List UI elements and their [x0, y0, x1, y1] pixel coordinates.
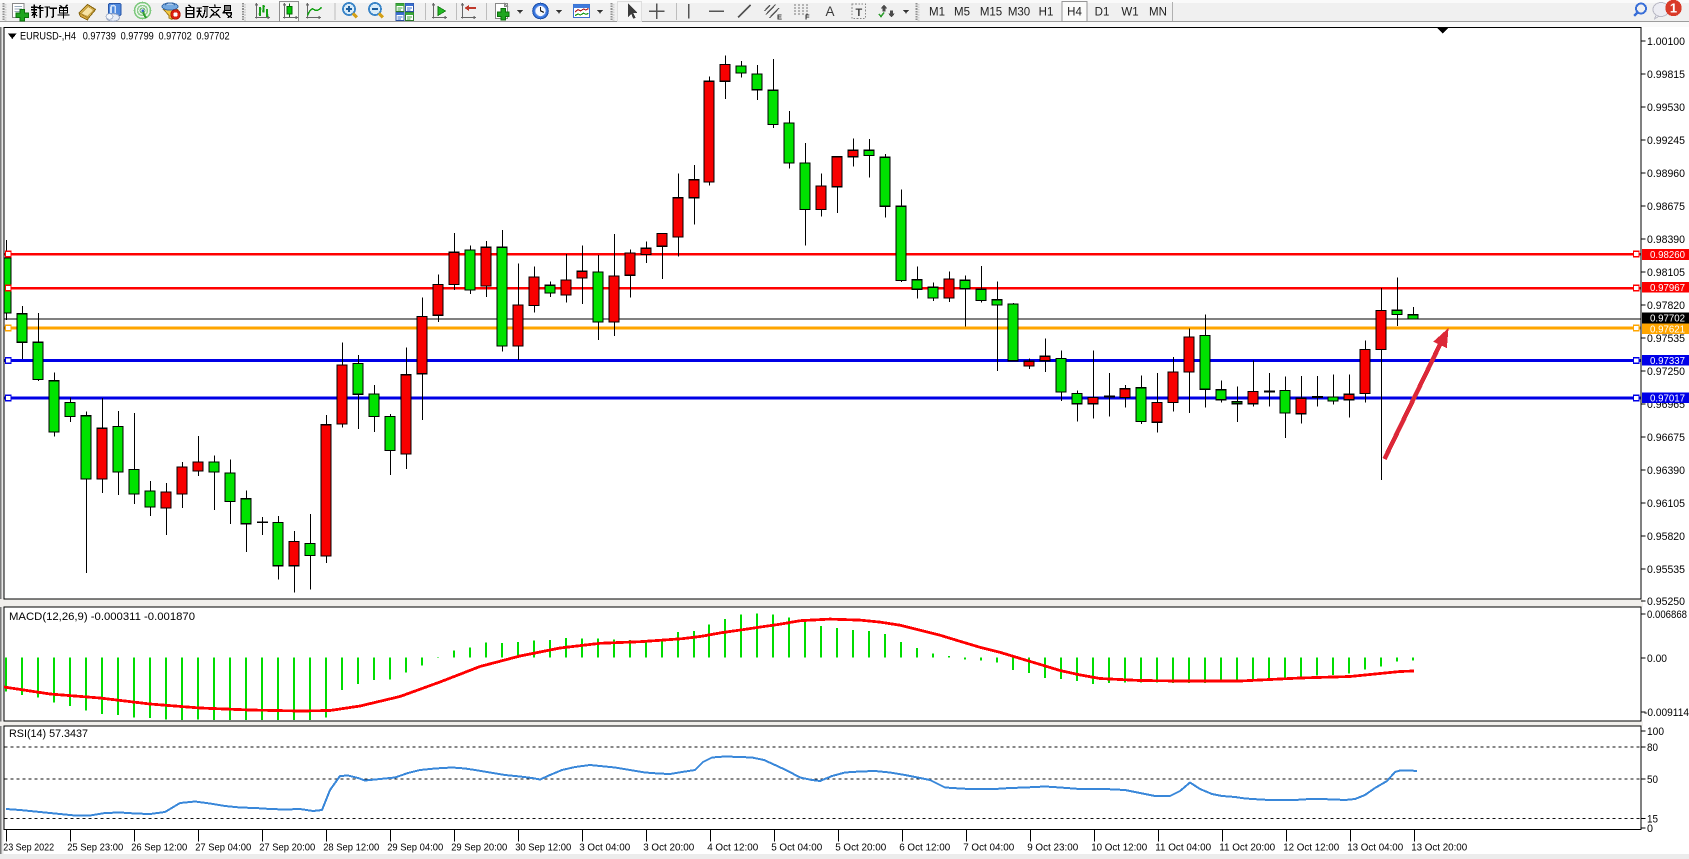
svg-text:M5: M5: [954, 7, 970, 19]
svg-text:MACD(12,26,9) -0.000311 -0.001: MACD(12,26,9) -0.000311 -0.001870: [9, 611, 195, 623]
svg-text:1: 1: [1670, 1, 1677, 16]
svg-text:0.97702: 0.97702: [1650, 313, 1685, 325]
svg-text:0.97337: 0.97337: [1650, 355, 1685, 367]
svg-text:T: T: [856, 7, 863, 19]
svg-text:11 Oct 04:00: 11 Oct 04:00: [1155, 842, 1211, 854]
svg-text:0.99530: 0.99530: [1647, 102, 1685, 114]
svg-text:5 Oct 20:00: 5 Oct 20:00: [835, 842, 886, 854]
svg-text:7 Oct 04:00: 7 Oct 04:00: [963, 842, 1014, 854]
svg-text:27 Sep 04:00: 27 Sep 04:00: [195, 842, 251, 854]
svg-text:4 Oct 12:00: 4 Oct 12:00: [707, 842, 758, 854]
svg-text:6 Oct 12:00: 6 Oct 12:00: [899, 842, 950, 854]
svg-text:25 Sep 23:00: 25 Sep 23:00: [67, 842, 123, 854]
svg-text:100: 100: [1647, 726, 1664, 738]
svg-text:26 Sep 12:00: 26 Sep 12:00: [131, 842, 187, 854]
svg-text:0.96675: 0.96675: [1647, 432, 1685, 444]
svg-text:50: 50: [1647, 774, 1658, 786]
svg-text:RSI(14) 57.3437: RSI(14) 57.3437: [9, 728, 88, 740]
svg-text:29 Sep 20:00: 29 Sep 20:00: [451, 842, 507, 854]
svg-text:3 Oct 20:00: 3 Oct 20:00: [643, 842, 694, 854]
svg-text:1.00100: 1.00100: [1647, 36, 1685, 48]
svg-text:H1: H1: [1039, 7, 1054, 19]
svg-text:F: F: [805, 13, 810, 22]
svg-text:M1: M1: [929, 7, 945, 19]
svg-text:0.95820: 0.95820: [1647, 531, 1685, 543]
svg-text:0.95250: 0.95250: [1647, 596, 1685, 608]
svg-text:80: 80: [1647, 742, 1658, 754]
svg-text:H4: H4: [1067, 7, 1082, 19]
svg-text:EURUSD-,H4: EURUSD-,H4: [20, 31, 76, 43]
svg-text:5 Oct 04:00: 5 Oct 04:00: [771, 842, 822, 854]
svg-text:-0.009114: -0.009114: [1644, 707, 1689, 719]
svg-text:D1: D1: [1095, 7, 1110, 19]
svg-text:W1: W1: [1121, 7, 1138, 19]
svg-text:0.97967: 0.97967: [1650, 282, 1685, 294]
svg-text:0.96105: 0.96105: [1647, 498, 1685, 510]
svg-text:0.98260: 0.98260: [1650, 249, 1685, 261]
svg-text:0.97799: 0.97799: [121, 31, 154, 43]
svg-text:0.97535: 0.97535: [1647, 333, 1685, 345]
svg-text:28 Sep 12:00: 28 Sep 12:00: [323, 842, 379, 854]
svg-text:0.006868: 0.006868: [1647, 609, 1687, 621]
svg-text:M15: M15: [980, 7, 1002, 19]
svg-text:30 Sep 12:00: 30 Sep 12:00: [515, 842, 571, 854]
svg-text:0.95535: 0.95535: [1647, 564, 1685, 576]
svg-text:11 Oct 20:00: 11 Oct 20:00: [1219, 842, 1275, 854]
svg-text:3 Oct 04:00: 3 Oct 04:00: [579, 842, 630, 854]
svg-text:9 Oct 23:00: 9 Oct 23:00: [1027, 842, 1078, 854]
svg-text:0.98675: 0.98675: [1647, 201, 1685, 213]
svg-text:0.98390: 0.98390: [1647, 234, 1685, 246]
svg-text:0.98105: 0.98105: [1647, 267, 1685, 279]
svg-text:E: E: [777, 13, 782, 22]
svg-text:0.99245: 0.99245: [1647, 135, 1685, 147]
svg-text:MN: MN: [1149, 7, 1167, 19]
svg-text:0.97017: 0.97017: [1650, 392, 1685, 404]
svg-text:0: 0: [1647, 823, 1653, 835]
svg-text:0.00: 0.00: [1647, 653, 1667, 665]
svg-text:0.96390: 0.96390: [1647, 465, 1685, 477]
svg-text:13 Oct 20:00: 13 Oct 20:00: [1411, 842, 1467, 854]
svg-text:0.97702: 0.97702: [196, 31, 229, 43]
svg-text:A: A: [826, 4, 835, 19]
svg-text:13 Oct 04:00: 13 Oct 04:00: [1347, 842, 1403, 854]
svg-text:0.98960: 0.98960: [1647, 168, 1685, 180]
svg-text:M30: M30: [1008, 7, 1030, 19]
svg-text:29 Sep 04:00: 29 Sep 04:00: [387, 842, 443, 854]
svg-text:23 Sep 2022: 23 Sep 2022: [3, 842, 54, 854]
svg-text:0.99815: 0.99815: [1647, 69, 1685, 81]
svg-text:0.97820: 0.97820: [1647, 300, 1685, 312]
svg-text:12 Oct 12:00: 12 Oct 12:00: [1283, 842, 1339, 854]
svg-text:15: 15: [1647, 813, 1658, 825]
svg-text:0.97702: 0.97702: [159, 31, 192, 43]
svg-text:0.97250: 0.97250: [1647, 366, 1685, 378]
svg-text:0.97621: 0.97621: [1650, 323, 1685, 335]
svg-text:10 Oct 12:00: 10 Oct 12:00: [1091, 842, 1147, 854]
svg-text:27 Sep 20:00: 27 Sep 20:00: [259, 842, 315, 854]
svg-text:0.97739: 0.97739: [83, 31, 116, 43]
